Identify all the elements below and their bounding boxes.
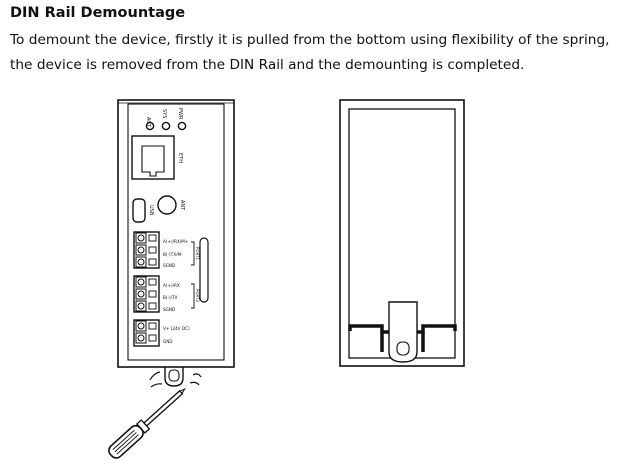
terminal-screw-housing (135, 288, 147, 300)
terminal-screw-housing (135, 244, 147, 256)
terminal-screw-icon (137, 334, 145, 342)
section-heading: DIN Rail Demountage (10, 5, 186, 21)
terminal-wire-slot (148, 246, 157, 254)
device-side-view (339, 99, 465, 367)
b-tx-label: B(-)/TX (163, 295, 178, 300)
antenna-connector-icon (157, 195, 177, 215)
a-rx-tx-label: A(+)/RX/M+ (163, 239, 189, 244)
terminal-wire-slot (148, 258, 157, 266)
terminal-screw-housing (135, 232, 147, 244)
terminal-screw-housing (135, 276, 147, 288)
sgnd-label-2: SGND (163, 307, 175, 312)
terminal-screw-icon (137, 278, 145, 286)
usb-label: USB (148, 205, 154, 216)
usb-port-icon (132, 198, 146, 223)
din-rail-left (348, 324, 389, 334)
instruction-line-1: To demount the device, firstly it is pul… (10, 32, 610, 48)
terminal-block-2 (133, 275, 160, 313)
ethernet-port-outer (131, 135, 175, 180)
port2-label: PORT2 (195, 289, 200, 302)
terminal-screw-icon (137, 234, 145, 242)
terminal-wire-slot (148, 322, 157, 330)
gnd-label: GND (163, 339, 173, 344)
terminal-screw-icon (137, 290, 145, 298)
port1-label: PORT1 (195, 247, 200, 260)
terminal-labels: A(+)/RX/M+ B(-)TX/M- SGND A(+)/RX B(-)/T… (163, 239, 190, 344)
port1-bracket (191, 241, 195, 266)
terminal-screw-housing (135, 300, 147, 312)
vplus-label: V+ (24V DC) (163, 326, 190, 331)
terminal-block-2-body (133, 275, 160, 313)
screwdriver-tip (179, 387, 186, 394)
latch-hole (168, 369, 180, 382)
sys-led-icon (161, 121, 171, 131)
terminal-screw-icon (137, 258, 145, 266)
device-front-view: ACT SYS PWR ETH USB ANT A( (117, 99, 235, 388)
terminal-wire-slot (148, 234, 157, 242)
instruction-line-2: the device is removed from the DIN Rail … (10, 57, 525, 73)
terminal-screw-housing (135, 256, 147, 268)
terminal-wire-slot (148, 278, 157, 286)
terminal-screw-icon (137, 246, 145, 254)
terminal-wire-slot (148, 290, 157, 298)
motion-mark-left-lower (150, 383, 163, 388)
motion-mark-right-upper (192, 373, 202, 378)
sys-label: SYS (161, 109, 167, 118)
terminal-block-3-body (133, 319, 160, 347)
din-rail-right (417, 324, 457, 334)
ethernet-port: ETH (131, 135, 183, 180)
terminal-screws (135, 232, 157, 344)
usb-antenna-area: USB ANT (132, 195, 185, 223)
side-body (339, 99, 465, 367)
terminal-block-3 (133, 319, 160, 347)
handle-grip-line-3 (116, 434, 139, 455)
motion-mark-right-lower (189, 381, 200, 386)
led-group: ACT SYS PWR (145, 108, 187, 131)
terminal-wire-slot (148, 302, 157, 310)
act-label: ACT (145, 117, 151, 128)
pwr-label: PWR (177, 108, 183, 120)
ethernet-jack-icon (141, 145, 165, 177)
din-clip (388, 301, 418, 363)
ant-label: ANT (179, 200, 185, 211)
terminal-screw-housing (135, 320, 147, 332)
handle-grip-line-1 (112, 429, 135, 450)
release-latch (164, 367, 184, 387)
b-tx-m-label: B(-)TX/M- (163, 252, 183, 257)
screwdriver-shaft (143, 389, 184, 427)
pwr-led-icon (177, 121, 187, 131)
port2-bracket (191, 283, 195, 309)
screwdriver-icon (108, 387, 186, 459)
act-led-icon (145, 121, 155, 131)
terminal-wire-slot (148, 334, 157, 342)
side-slot (199, 237, 209, 303)
motion-mark-left-upper (149, 371, 161, 381)
a-rx-label: A(+)/RX (163, 283, 180, 288)
terminal-screw-housing (135, 332, 147, 344)
instruction-text: To demount the device, firstly it is pul… (10, 28, 616, 78)
terminal-block-1 (133, 231, 160, 269)
eth-label: ETH (177, 153, 183, 163)
terminal-screw-icon (137, 322, 145, 330)
terminal-block-1-body (133, 231, 160, 269)
sgnd-label-1: SGND (163, 263, 175, 268)
terminal-screw-icon (137, 302, 145, 310)
device-front-panel (127, 103, 225, 361)
handle-grip-line-2 (114, 432, 137, 453)
din-clip-hole (396, 341, 410, 356)
device-body (117, 99, 235, 368)
